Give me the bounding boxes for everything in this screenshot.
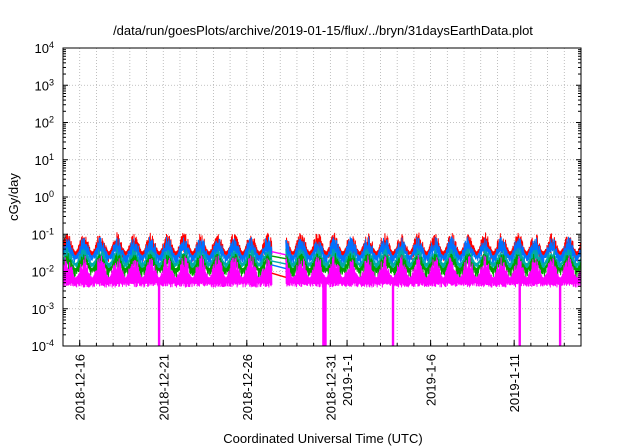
y-tick-label-exponent: 2: [49, 115, 54, 125]
x-axis-ticks: 2018-12-16 2018-12-21 2018-12-26 2018-12-31…: [73, 340, 565, 421]
y-tick-label-base: 10: [32, 227, 46, 242]
dropout-spike: [157, 282, 161, 346]
chart-title: /data/run/goesPlots/archive/2019-01-15/f…: [113, 23, 533, 38]
y-tick-label: 10-1: [32, 226, 54, 242]
y-tick-label: 10-2: [32, 264, 54, 280]
y-tick-label: 100: [35, 189, 54, 205]
x-tick-label: 2018-12-21: [156, 354, 171, 421]
data-gap-connectors: [271, 251, 286, 278]
y-axis-label: cGy/day: [6, 173, 21, 221]
y-tick-label-base: 10: [32, 265, 46, 280]
data-series: [62, 232, 582, 288]
gap-connector-line: [271, 264, 286, 270]
y-tick-label-base: 10: [35, 190, 49, 205]
y-tick-label-exponent: -4: [46, 338, 54, 348]
x-axis-label: Coordinated Universal Time (UTC): [223, 431, 422, 446]
gap-connector-line: [271, 272, 286, 278]
y-tick-label: 10-3: [32, 301, 54, 317]
y-tick-label: 104: [35, 40, 54, 56]
y-tick-label-exponent: 0: [49, 189, 54, 199]
y-tick-label-base: 10: [35, 153, 49, 168]
gap-connector-line: [271, 251, 286, 256]
y-tick-label: 101: [35, 152, 54, 168]
x-tick-label: 2019-1-11: [507, 354, 522, 412]
y-tick-label-exponent: -2: [46, 264, 54, 274]
dropout-spike: [324, 282, 327, 346]
dropout-spikes: [157, 282, 562, 346]
y-tick-label-exponent: 4: [49, 40, 54, 50]
y-tick-label: 103: [35, 77, 54, 93]
series-line: [285, 254, 582, 288]
y-tick-label-exponent: -1: [46, 226, 54, 236]
dropout-spike: [391, 282, 395, 346]
y-tick-label: 102: [35, 115, 54, 131]
gap-connector-line: [271, 255, 286, 260]
x-tick-label: 2018-12-31: [323, 354, 338, 421]
x-tick-label: 2019-1-6: [424, 354, 439, 406]
y-tick-label-base: 10: [35, 78, 49, 93]
y-tick-label-exponent: 1: [49, 152, 54, 162]
y-tick-label-base: 10: [35, 116, 49, 131]
y-tick-label: 10-4: [32, 338, 54, 354]
dropout-spike: [518, 282, 521, 346]
dropout-spike: [558, 282, 562, 346]
x-tick-label: 2019-1-1: [340, 354, 355, 406]
y-tick-label-base: 10: [35, 41, 49, 56]
gap-connector-line: [271, 260, 286, 265]
y-tick-label-exponent: -3: [46, 301, 54, 311]
y-tick-label-exponent: 3: [49, 77, 54, 87]
x-tick-label: 2018-12-16: [73, 354, 88, 421]
y-tick-label-base: 10: [32, 302, 46, 317]
dropout-spike: [322, 282, 325, 346]
x-tick-label: 2018-12-26: [240, 354, 255, 421]
series-line: [62, 255, 273, 288]
y-tick-label-base: 10: [32, 339, 46, 354]
